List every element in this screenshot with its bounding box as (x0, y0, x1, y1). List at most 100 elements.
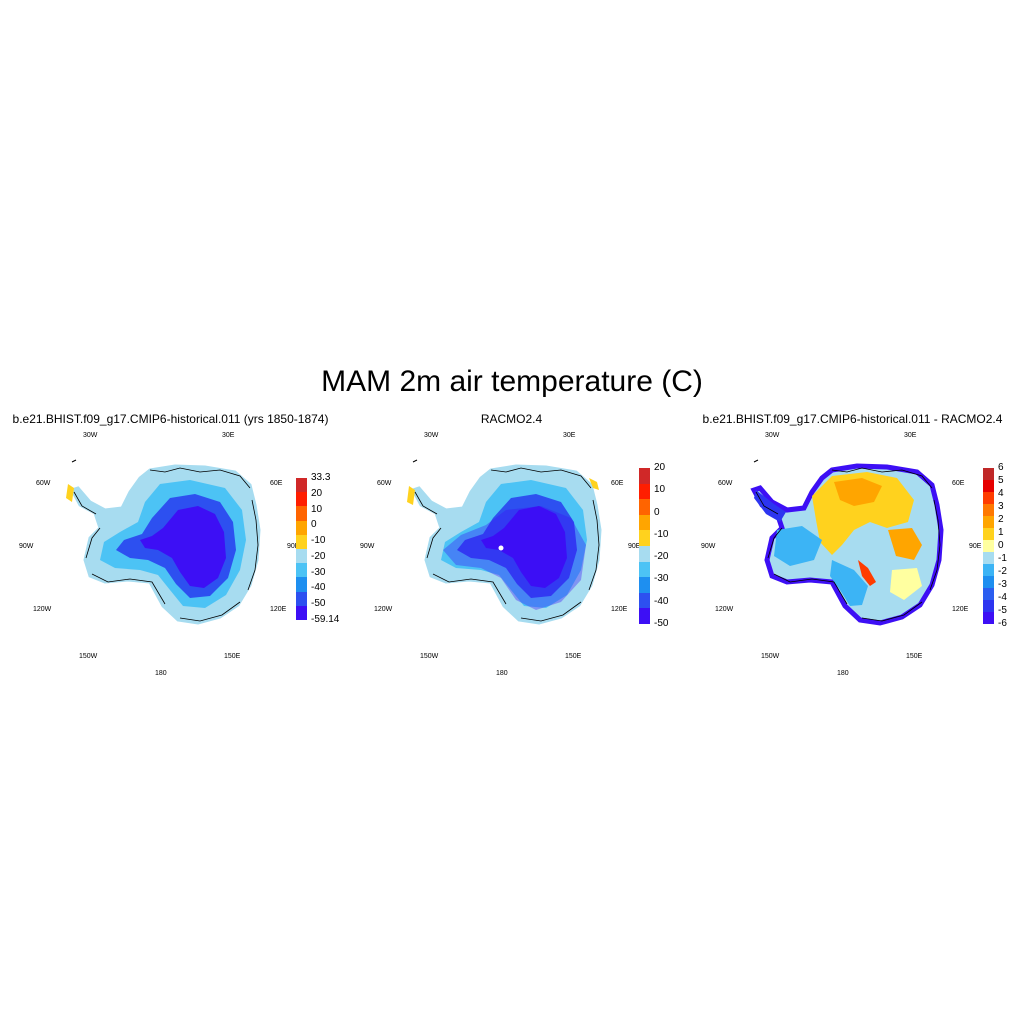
colorbar-swatch (296, 478, 307, 493)
colorbar-swatch (296, 549, 307, 564)
lon-label-150e: 150E (565, 653, 582, 660)
lon-label-30w: 30W (424, 432, 439, 439)
colorbar-swatch (639, 499, 650, 515)
colorbar-swatch (296, 534, 307, 549)
map-fill (407, 464, 602, 625)
panel-racmo: RACMO2.4 30W 30E 60W 60E 90W 90E 120W 12… (341, 410, 682, 690)
coastline-segment (179, 601, 241, 622)
colorbar-swatch (639, 592, 650, 609)
colorbar-label: -4 (998, 592, 1007, 603)
colorbar-label: 0 (654, 506, 660, 518)
lon-label-150w: 150W (761, 653, 780, 660)
coastline-segment (861, 601, 923, 622)
lon-label-60e: 60E (952, 480, 965, 487)
south-orkney-mark (412, 459, 418, 463)
colorbar-label: -10 (311, 535, 326, 547)
map-fill (66, 464, 261, 625)
colorbar-swatch (639, 546, 650, 562)
lon-label-30e: 30E (222, 432, 235, 439)
colorbar-swatch (296, 591, 307, 606)
colorbar-label: 0 (311, 519, 317, 531)
coastline-segment (588, 499, 600, 591)
coastline-segment (426, 527, 442, 559)
lon-label-90e: 90E (287, 543, 300, 550)
lon-label-90e: 90E (628, 543, 641, 550)
warm-anomaly-core (834, 478, 882, 506)
zone-minus-50 (140, 506, 226, 588)
colorbar-swatch (983, 492, 994, 504)
coastline-segment (767, 527, 783, 559)
colorbar-swatch (639, 608, 650, 624)
lon-label-120e: 120E (270, 606, 287, 613)
lon-label-120e: 120E (611, 606, 628, 613)
colorbar-swatch (983, 576, 994, 588)
coastline-segment (773, 573, 848, 605)
coastline (73, 467, 259, 622)
colorbar-label: -5 (998, 605, 1007, 616)
colorbar-label: 3 (998, 501, 1004, 512)
lon-label-60w: 60W (36, 480, 51, 487)
figure-title: MAM 2m air temperature (C) (321, 365, 703, 398)
peninsula-warm-patch (407, 486, 415, 505)
lon-label-30w: 30W (765, 432, 780, 439)
colorbar-label: -20 (311, 550, 326, 562)
warm-anomaly-east (888, 528, 922, 560)
lon-label-90w: 90W (360, 543, 375, 550)
lon-label-180: 180 (837, 670, 849, 677)
zone-minus-50 (481, 506, 567, 588)
west-antarctica-anomaly (774, 526, 822, 566)
panel-model: b.e21.BHIST.f09_g17.CMIP6-historical.011… (0, 410, 341, 690)
colorbar-swatch (983, 540, 994, 552)
colorbar-swatch (983, 564, 994, 576)
lon-label-60e: 60E (611, 480, 624, 487)
lon-label-180: 180 (496, 670, 508, 677)
colorbar-swatch (296, 492, 307, 507)
lon-label-180: 180 (155, 670, 167, 677)
coastline (414, 467, 600, 622)
warm-anomaly-region (812, 472, 914, 555)
lon-label-120e: 120E (952, 606, 969, 613)
lon-label-30e: 30E (563, 432, 576, 439)
colorbar-swatch (983, 600, 994, 612)
lon-label-120w: 120W (33, 606, 52, 613)
lon-label-90e: 90E (969, 543, 982, 550)
colorbar-label: -1 (998, 553, 1007, 564)
colorbar-swatch (296, 563, 307, 578)
interior-shading (443, 506, 586, 610)
colorbar-label: 0 (998, 540, 1004, 551)
missing-data-dot (498, 545, 504, 551)
coastline-segment (85, 527, 101, 559)
colorbar-label: 20 (311, 487, 323, 499)
colorbar-label: 6 (998, 462, 1004, 473)
antarctica-map (407, 459, 602, 625)
colorbar-swatch (639, 468, 650, 484)
colorbar-swatch (983, 516, 994, 528)
colorbar-label: -30 (311, 566, 326, 578)
coastline (755, 467, 941, 622)
colorbar-swatch (639, 483, 650, 500)
panel-title: RACMO2.4 (480, 412, 543, 426)
peninsula-warm-patch (66, 484, 74, 502)
coastline-segment (929, 499, 941, 591)
colorbar-label: -50 (654, 618, 669, 629)
colorbar-swatch (983, 468, 994, 480)
panel-title: b.e21.BHIST.f09_g17.CMIP6-historical.011… (702, 412, 1003, 426)
colorbar-label: -59.14 (311, 614, 340, 625)
colorbar-label: -40 (654, 595, 669, 607)
south-orkney-mark (753, 459, 759, 463)
lon-label-120w: 120W (715, 606, 734, 613)
coastline-segment (755, 491, 779, 515)
colorbar-label: 10 (654, 484, 666, 496)
coastline-segment (520, 601, 582, 622)
cool-anomaly-ross (830, 560, 868, 606)
colorbar-label: -50 (311, 598, 326, 610)
colorbar-swatch (983, 480, 994, 492)
colorbar-swatch (983, 552, 994, 564)
colorbar-label: 2 (998, 514, 1004, 525)
antarctica-map (66, 459, 261, 625)
colorbar-label: 33.3 (311, 472, 331, 483)
coastline-segment (414, 491, 438, 515)
antarctica-map (750, 459, 944, 626)
transantarctic-warm-band (858, 560, 876, 586)
map-fill (750, 463, 944, 626)
